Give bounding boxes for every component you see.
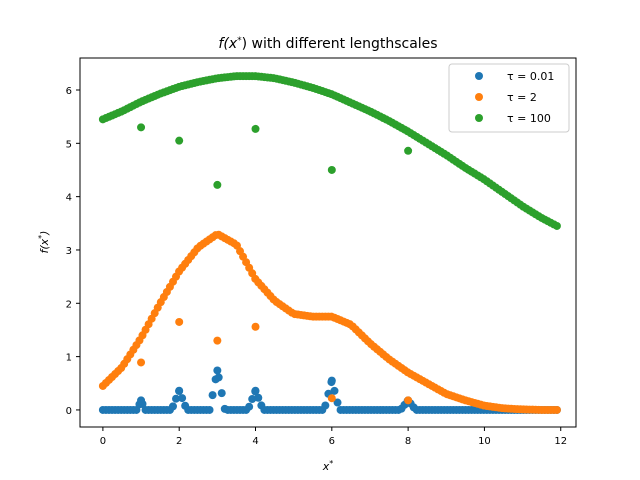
data-point bbox=[205, 405, 214, 414]
observation-point bbox=[137, 396, 146, 405]
y-tick-label: 2 bbox=[66, 299, 72, 310]
y-tick-label: 6 bbox=[66, 86, 72, 97]
legend-label: τ = 100 bbox=[507, 112, 551, 125]
data-point bbox=[168, 402, 177, 411]
data-point bbox=[333, 398, 342, 407]
axes-frame bbox=[79, 57, 577, 428]
observation-point bbox=[327, 376, 336, 385]
y-axis-label: f(x*) bbox=[37, 231, 52, 254]
series-tau_2 bbox=[98, 230, 561, 414]
data-point bbox=[172, 394, 181, 403]
data-point bbox=[217, 389, 226, 398]
observation-point bbox=[404, 146, 413, 155]
observation-point bbox=[251, 322, 260, 331]
data-point bbox=[254, 393, 263, 402]
observation-point bbox=[175, 136, 184, 145]
y-tick-label: 5 bbox=[66, 139, 72, 150]
observation-point bbox=[175, 386, 184, 395]
observation-point bbox=[404, 396, 413, 405]
data-point bbox=[245, 402, 254, 411]
plot-area bbox=[98, 72, 561, 414]
data-point bbox=[552, 405, 561, 414]
observation-point bbox=[251, 386, 260, 395]
x-tick-label: 8 bbox=[405, 436, 411, 447]
observation-point bbox=[251, 124, 260, 133]
observation-point bbox=[137, 358, 146, 367]
observation-point bbox=[327, 394, 336, 403]
legend-marker bbox=[475, 93, 483, 101]
series-tau_100 bbox=[98, 72, 561, 230]
data-point bbox=[214, 373, 223, 382]
legend: τ = 0.01 τ = 2 τ = 100 bbox=[448, 63, 570, 133]
y-tick-label: 0 bbox=[66, 406, 72, 417]
observation-point bbox=[213, 180, 222, 189]
data-point bbox=[248, 395, 257, 404]
data-point bbox=[552, 221, 561, 230]
x-tick-label: 0 bbox=[100, 436, 106, 447]
x-tick-label: 4 bbox=[252, 436, 258, 447]
observation-point bbox=[213, 336, 222, 345]
x-tick-label: 12 bbox=[554, 436, 567, 447]
observation-point bbox=[327, 165, 336, 174]
x-tick-label: 6 bbox=[329, 436, 335, 447]
y-tick-label: 3 bbox=[66, 246, 72, 257]
data-point bbox=[330, 386, 339, 395]
observation-point bbox=[137, 123, 146, 132]
x-tick-label: 2 bbox=[176, 436, 182, 447]
data-point bbox=[321, 401, 330, 410]
data-point bbox=[178, 394, 187, 403]
x-tick-label: 10 bbox=[478, 436, 491, 447]
legend-label: τ = 0.01 bbox=[507, 70, 554, 83]
legend-marker bbox=[475, 114, 483, 122]
observation-point bbox=[213, 366, 222, 375]
observation-point bbox=[175, 317, 184, 326]
legend-marker bbox=[475, 72, 483, 80]
chart-title: f(x*) with different lengthscales bbox=[218, 36, 437, 52]
data-point bbox=[208, 391, 217, 400]
legend-label: τ = 2 bbox=[507, 91, 537, 104]
x-axis-label: x* bbox=[322, 459, 334, 474]
y-tick-label: 4 bbox=[66, 193, 72, 204]
y-tick-label: 1 bbox=[66, 353, 72, 364]
